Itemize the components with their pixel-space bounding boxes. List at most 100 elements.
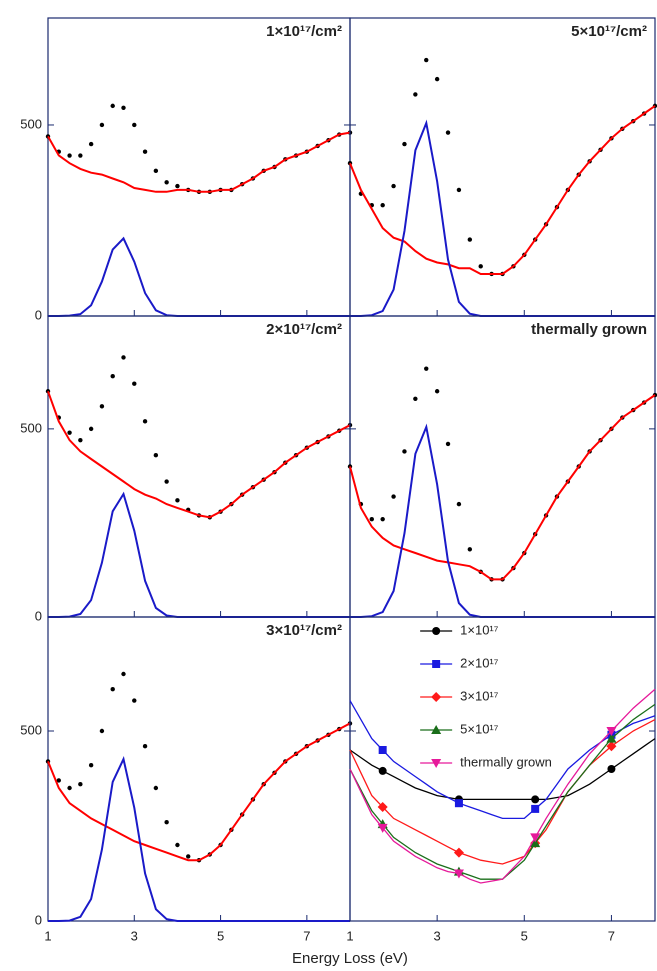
- data-dot: [56, 778, 61, 783]
- data-dot: [175, 842, 180, 848]
- data-dot: [402, 141, 407, 147]
- data-dot: [67, 785, 72, 791]
- data-dot: [121, 671, 126, 677]
- x-axis-label: Energy Loss (eV): [292, 950, 408, 967]
- data-line: [349, 700, 656, 820]
- data-dot: [456, 187, 462, 193]
- data-dot: [186, 854, 191, 859]
- legend-label: thermally grown: [460, 754, 552, 769]
- marker: [531, 795, 540, 804]
- data-line: [48, 756, 350, 922]
- data-line: [47, 390, 351, 519]
- data-dot: [478, 264, 483, 269]
- data-dot: [88, 763, 94, 768]
- marker: [453, 869, 464, 879]
- data-dot: [164, 820, 169, 825]
- data-dot: [164, 479, 169, 484]
- legend-label: 2×10¹⁷: [460, 655, 499, 670]
- data-line: [48, 236, 350, 317]
- data-dot: [78, 153, 83, 158]
- data-dot: [434, 389, 440, 394]
- data-dot: [67, 430, 72, 435]
- marker: [378, 766, 387, 775]
- data-dot: [153, 453, 159, 458]
- marker: [606, 733, 617, 743]
- data-dot: [380, 203, 385, 208]
- data-dot: [110, 103, 115, 109]
- marker: [530, 833, 541, 843]
- x-tick-label: 5: [521, 928, 528, 943]
- data-dot: [424, 57, 429, 63]
- y-tick-label: 500: [20, 722, 42, 737]
- data-dot: [132, 122, 137, 128]
- legend-label: 3×10¹⁷: [460, 688, 499, 703]
- data-dot: [413, 396, 418, 401]
- data-dot: [132, 381, 137, 386]
- marker: [377, 823, 388, 833]
- data-dot: [142, 744, 148, 749]
- data-dot: [467, 547, 473, 552]
- panel-frame: [47, 616, 351, 922]
- data-dot: [369, 516, 374, 522]
- marker: [606, 741, 617, 752]
- marker: [607, 765, 616, 773]
- marker: [530, 838, 541, 848]
- data-dot: [391, 183, 396, 189]
- data-dot: [467, 237, 473, 242]
- marker: [606, 727, 617, 736]
- x-tick-label: 7: [608, 928, 615, 943]
- data-dot: [99, 404, 105, 409]
- data-line: [350, 119, 655, 317]
- data-line: [349, 105, 656, 275]
- data-dot: [99, 122, 105, 128]
- data-dot: [88, 426, 94, 432]
- data-dot: [175, 183, 180, 189]
- y-tick-label: 0: [35, 912, 42, 927]
- panel-frame: [349, 17, 656, 317]
- data-dot: [445, 441, 451, 447]
- marker: [453, 847, 464, 858]
- y-tick-label: 500: [20, 420, 42, 435]
- legend-marker: [431, 725, 442, 734]
- data-dot: [445, 130, 451, 135]
- data-dot: [121, 105, 126, 110]
- data-dot: [67, 153, 72, 158]
- data-dot: [380, 516, 385, 522]
- legend-marker: [432, 660, 441, 668]
- data-dot: [164, 180, 169, 185]
- data-dot: [88, 141, 94, 147]
- marker: [454, 799, 463, 808]
- legend-label: 1×10¹⁷: [460, 622, 499, 637]
- data-dot: [391, 494, 396, 499]
- data-line: [349, 738, 656, 801]
- data-dot: [99, 728, 105, 734]
- data-line: [350, 423, 655, 618]
- y-tick-label: 500: [20, 116, 42, 131]
- data-dot: [78, 437, 83, 443]
- data-dot: [78, 782, 83, 787]
- data-line: [349, 688, 656, 884]
- panel-title: 3×10¹⁷/cm²: [266, 622, 342, 639]
- data-line: [47, 131, 351, 193]
- x-tick-label: 3: [434, 928, 441, 943]
- data-dot: [132, 698, 137, 703]
- x-tick-label: 7: [303, 928, 310, 943]
- legend-label: 5×10¹⁷: [460, 721, 499, 736]
- data-dot: [424, 366, 429, 371]
- data-line: [47, 722, 351, 862]
- data-dot: [142, 419, 148, 424]
- data-dot: [153, 168, 159, 174]
- x-tick-label: 1: [346, 928, 353, 943]
- marker: [531, 804, 540, 813]
- marker: [378, 746, 387, 754]
- legend-marker: [432, 627, 441, 635]
- y-tick-label: 0: [35, 307, 42, 322]
- panel-title: 2×10¹⁷/cm²: [266, 321, 342, 338]
- marker: [377, 802, 388, 812]
- data-dot: [153, 785, 159, 791]
- x-tick-label: 1: [44, 928, 51, 943]
- data-dot: [110, 687, 115, 692]
- data-line: [48, 491, 350, 618]
- panel-title: 5×10¹⁷/cm²: [571, 23, 647, 40]
- legend-marker: [431, 759, 442, 768]
